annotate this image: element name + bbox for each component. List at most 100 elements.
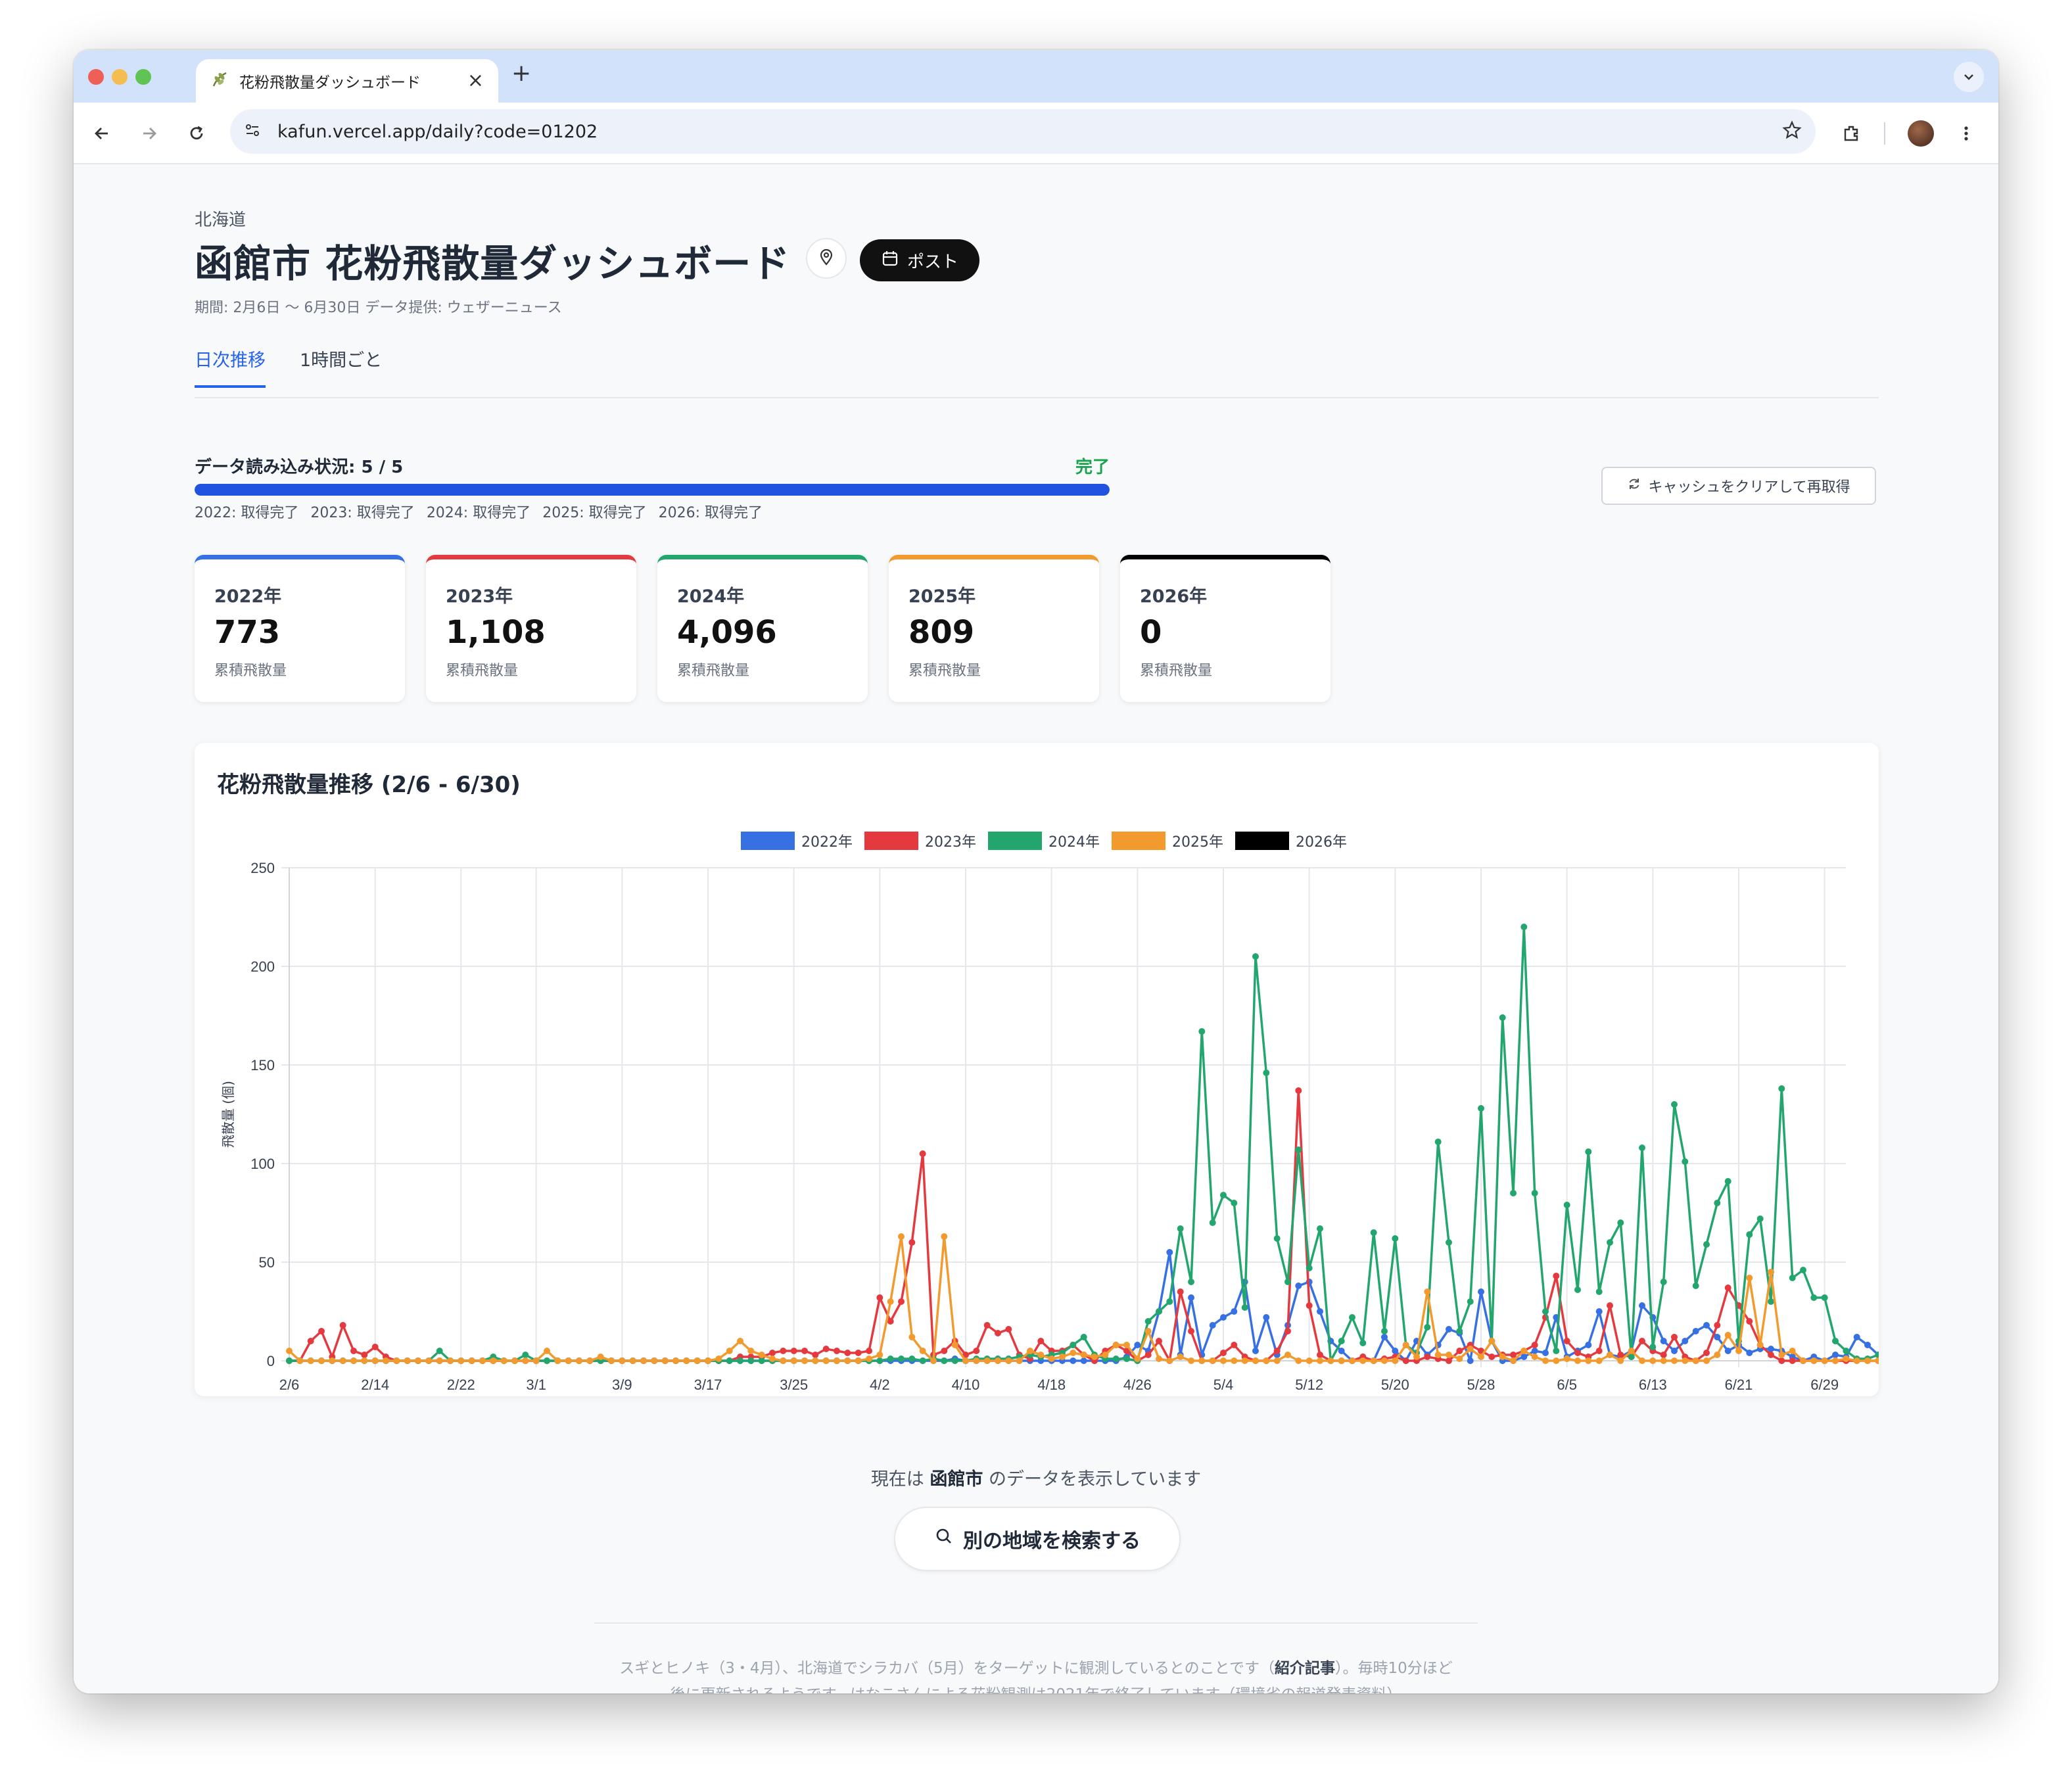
data-point [1338, 1338, 1345, 1344]
data-point [1724, 1348, 1731, 1354]
data-point [307, 1338, 314, 1344]
back-icon[interactable] [85, 117, 118, 150]
browser-tab[interactable]: 花粉飛散量ダッシュボード × [196, 59, 498, 103]
data-point [1607, 1239, 1613, 1246]
data-point [1778, 1357, 1785, 1364]
data-point [1317, 1357, 1323, 1364]
data-point [941, 1348, 948, 1354]
card-label: 累積飛散量 [1140, 663, 1213, 679]
toolbar-divider [1884, 122, 1885, 145]
minimize-window-button[interactable] [112, 69, 128, 85]
data-point [1295, 1283, 1302, 1289]
data-point [1553, 1348, 1560, 1354]
data-point [1156, 1308, 1162, 1315]
year-card-2024: 2024年 4,096 累積飛散量 [657, 555, 868, 702]
series-line [289, 1089, 1879, 1362]
data-point [844, 1350, 851, 1356]
data-point [1349, 1357, 1355, 1364]
data-point [758, 1357, 765, 1364]
data-point [1220, 1314, 1227, 1321]
x-tick-label: 4/18 [1037, 1377, 1066, 1393]
data-point [1843, 1356, 1850, 1362]
load-progress-fill [195, 484, 1110, 496]
tab-daily[interactable]: 日次推移 [195, 346, 266, 388]
new-tab-icon[interactable]: + [511, 60, 532, 87]
data-point [962, 1357, 969, 1364]
data-point [640, 1357, 647, 1364]
data-point [919, 1357, 926, 1364]
y-tick-label: 50 [259, 1254, 275, 1271]
data-point [919, 1150, 926, 1157]
data-point [1832, 1357, 1839, 1364]
data-point [1070, 1342, 1077, 1348]
bookmark-star-icon[interactable] [1781, 120, 1802, 143]
data-point [855, 1357, 862, 1364]
data-point [1746, 1231, 1753, 1238]
data-point [908, 1356, 916, 1362]
url-text[interactable]: kafun.vercel.app/daily?code=01202 [277, 121, 598, 142]
data-point [1402, 1342, 1409, 1348]
profile-avatar[interactable] [1908, 120, 1934, 147]
year-status-item: 2024: 取得完了 [426, 505, 531, 521]
data-point [1112, 1356, 1119, 1362]
search-area-button[interactable]: 別の地域を検索する [894, 1507, 1181, 1571]
tab-search-icon[interactable] [1954, 62, 1984, 92]
data-point [307, 1357, 314, 1364]
data-point [1639, 1357, 1645, 1364]
close-tab-icon[interactable]: × [467, 69, 484, 92]
data-point [887, 1356, 894, 1362]
address-bar[interactable]: kafun.vercel.app/daily?code=01202 [230, 109, 1816, 154]
location-button[interactable] [806, 238, 847, 279]
data-point [586, 1357, 594, 1364]
data-point [1284, 1279, 1291, 1285]
data-point [597, 1354, 604, 1360]
legend-swatch [741, 832, 795, 850]
card-year: 2026年 [1140, 586, 1208, 607]
data-point [1671, 1101, 1678, 1108]
data-point [361, 1357, 368, 1364]
data-point [1273, 1348, 1281, 1354]
reload-icon[interactable] [180, 117, 213, 150]
article-link[interactable]: 紹介記事 [1275, 1660, 1335, 1677]
data-point [1682, 1338, 1689, 1344]
data-point [1177, 1288, 1184, 1295]
search-area-label: 別の地域を検索する [963, 1530, 1141, 1553]
clear-cache-button[interactable]: キャッシュをクリアして再取得 [1601, 467, 1876, 505]
more-menu-icon[interactable] [1950, 117, 1983, 150]
data-point [1617, 1219, 1624, 1226]
data-point [1574, 1350, 1581, 1356]
tab-hourly[interactable]: 1時間ごと [300, 350, 383, 371]
post-button[interactable]: ポスト [860, 239, 979, 281]
data-point [780, 1357, 787, 1364]
current-city: 函館市 [930, 1469, 983, 1490]
extensions-icon[interactable] [1835, 117, 1868, 150]
forward-icon[interactable] [133, 117, 166, 150]
data-point [1499, 1354, 1506, 1360]
data-point [1692, 1357, 1699, 1364]
card-label: 累積飛散量 [908, 663, 981, 679]
data-point [747, 1348, 755, 1354]
legend-label: 2023年 [925, 834, 976, 851]
data-point [522, 1352, 529, 1358]
data-point [1231, 1200, 1238, 1206]
data-point [544, 1357, 550, 1364]
data-point [1714, 1352, 1721, 1358]
data-point [1177, 1225, 1184, 1232]
data-point [629, 1357, 636, 1364]
close-window-button[interactable] [88, 69, 104, 85]
card-value: 4,096 [677, 614, 777, 651]
data-point [1273, 1235, 1281, 1242]
data-point [1144, 1328, 1152, 1334]
data-point [511, 1357, 518, 1364]
data-point [1553, 1273, 1560, 1279]
data-point [983, 1357, 991, 1364]
legend-swatch [864, 832, 918, 850]
data-point [1381, 1357, 1388, 1364]
card-year: 2023年 [446, 586, 513, 607]
maximize-window-button[interactable] [135, 69, 151, 85]
site-settings-icon[interactable] [243, 121, 262, 142]
data-point [1843, 1348, 1850, 1354]
data-point [1510, 1357, 1517, 1364]
data-point [758, 1352, 765, 1358]
data-point [1853, 1334, 1860, 1340]
